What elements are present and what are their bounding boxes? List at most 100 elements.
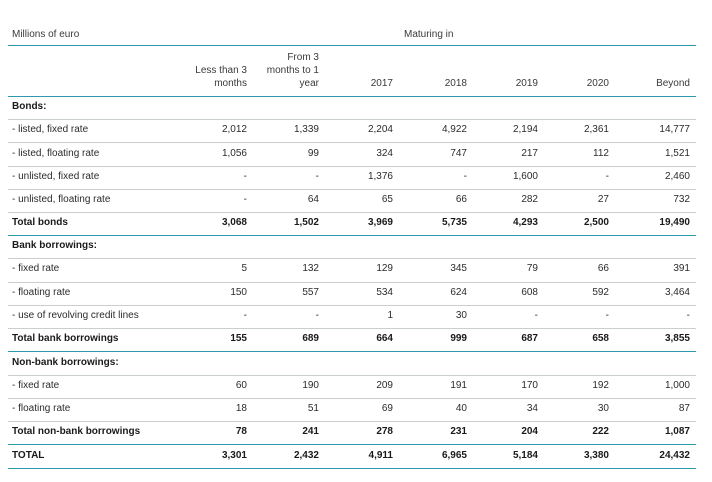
table-cell: - [315,310,319,321]
table-cell: - [243,171,247,182]
table-cell: 999 [450,333,467,344]
table-cell: - [315,171,319,182]
table-cell: 278 [376,426,393,437]
section-heading: Bonds: [12,101,47,112]
table-cell: 87 [678,403,690,414]
table-cell: - [686,310,690,321]
row-divider [8,258,696,259]
total-row-label: TOTAL [12,450,45,461]
table-cell: 3,464 [664,287,690,298]
row-divider [8,375,696,376]
row-divider [8,166,696,167]
header-top-rule [8,45,696,46]
table-cell: 2,194 [512,124,538,135]
table-cell: 79 [526,263,538,274]
table-cell: 78 [235,426,247,437]
table-cell: 4,293 [512,217,538,228]
table-cell: 664 [376,333,393,344]
column-header-line: 2017 [370,78,393,89]
table-cell: 190 [302,380,319,391]
table-cell: 64 [307,194,319,205]
table-cell: 40 [455,403,467,414]
table-cell: 66 [597,263,609,274]
table-cell: 3,068 [221,217,247,228]
table-cell: 132 [302,263,319,274]
table-cell: 204 [521,426,538,437]
total-rule [8,351,696,352]
total-row-label: Total bonds [12,217,68,228]
row-divider [8,142,696,143]
table-cell: 51 [307,403,319,414]
row-label: - unlisted, floating rate [12,194,111,205]
table-cell: 129 [376,263,393,274]
table-cell: 30 [455,310,467,321]
table-cell: 192 [592,380,609,391]
unit-label: Millions of euro [12,29,80,40]
total-row-label: Total non-bank borrowings [12,426,141,437]
table-cell: - [243,310,247,321]
table-cell: 231 [450,426,467,437]
header-bottom-rule [8,96,696,97]
table-cell: 732 [673,194,690,205]
total-row-label: Total bank borrowings [12,333,119,344]
table-cell: 1,502 [293,217,319,228]
row-divider [8,421,696,422]
table-cell: 170 [521,380,538,391]
table-cell: 1,087 [664,426,690,437]
table-cell: 2,432 [293,450,319,461]
row-label: - use of revolving credit lines [12,310,139,321]
section-heading: Non-bank borrowings: [12,357,119,368]
row-divider [8,305,696,306]
table-cell: 6,965 [441,450,467,461]
column-header-line: months [214,78,247,89]
table-cell: 2,460 [664,171,690,182]
table-cell: 18 [235,403,247,414]
row-divider [8,119,696,120]
row-label: - unlisted, fixed rate [12,171,100,182]
table-cell: 1 [387,310,393,321]
table-cell: 592 [592,287,609,298]
row-divider [8,212,696,213]
table-cell: 1,339 [293,124,319,135]
table-cell: 747 [450,148,467,159]
table-cell: 209 [376,380,393,391]
row-label: - floating rate [12,287,71,298]
column-header-line: Beyond [656,78,690,89]
table-cell: 2,012 [221,124,247,135]
total-rule [8,444,696,445]
total-rule [8,468,696,469]
row-label: - fixed rate [12,380,60,391]
column-header-line: 2019 [515,78,538,89]
table-cell: 217 [521,148,538,159]
table-cell: 66 [455,194,467,205]
table-cell: 3,855 [664,333,690,344]
table-cell: 1,000 [664,380,690,391]
table-cell: 2,361 [583,124,609,135]
table-cell: 1,376 [367,171,393,182]
column-header-line: year [299,78,319,89]
table-cell: 2,500 [583,217,609,228]
row-label: - listed, floating rate [12,148,100,159]
table-cell: 282 [521,194,538,205]
table-cell: 1,600 [512,171,538,182]
table-cell: 1,056 [221,148,247,159]
table-cell: 689 [302,333,319,344]
table-cell: 5,184 [512,450,538,461]
table-cell: 4,911 [368,450,393,461]
table-cell: - [463,171,467,182]
table-cell: 24,432 [659,450,690,461]
column-header-line: From 3 [287,52,319,63]
table-cell: 191 [450,380,467,391]
table-cell: 5 [241,263,247,274]
table-cell: 14,777 [659,124,690,135]
column-header-line: 2018 [444,78,467,89]
table-cell: 658 [592,333,609,344]
table-cell: - [605,310,609,321]
table-cell: 27 [597,194,609,205]
row-label: - listed, fixed rate [12,124,89,135]
row-label: - floating rate [12,403,71,414]
table-cell: 99 [307,148,319,159]
table-cell: 65 [381,194,393,205]
table-cell: 324 [376,148,393,159]
table-cell: 557 [302,287,319,298]
